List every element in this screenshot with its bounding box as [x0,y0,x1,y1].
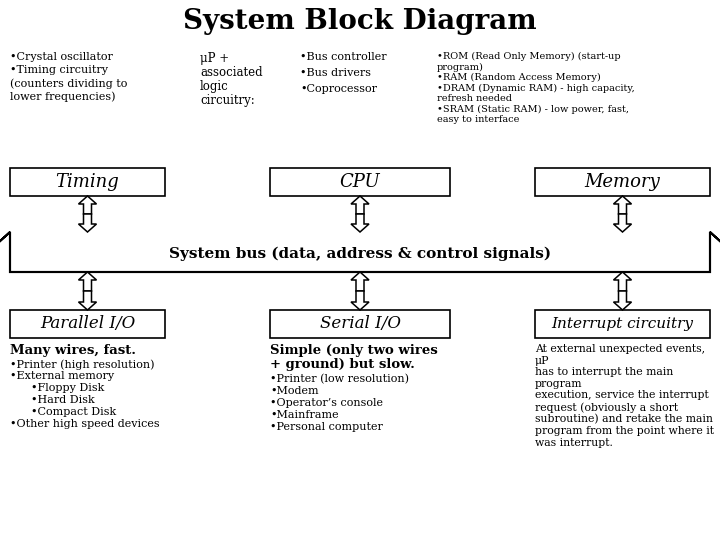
Bar [270,168,450,196]
Text: •ROM (Read Only Memory) (start-up: •ROM (Read Only Memory) (start-up [437,52,621,61]
Text: Simple (only two wires: Simple (only two wires [270,344,438,357]
Polygon shape [351,196,369,214]
Text: •External memory: •External memory [10,371,114,381]
Text: •Bus controller: •Bus controller [300,52,387,62]
Polygon shape [613,291,631,310]
Text: Parallel I/O: Parallel I/O [40,315,135,333]
Text: •Mainframe: •Mainframe [270,410,338,420]
Text: associated: associated [200,66,263,79]
Text: •Timing circuitry: •Timing circuitry [10,65,108,75]
Polygon shape [613,272,631,291]
Text: (counters dividing to: (counters dividing to [10,78,127,89]
Text: Interrupt circuitry: Interrupt circuitry [552,317,693,331]
Polygon shape [78,291,96,310]
Text: System Block Diagram: System Block Diagram [183,8,537,35]
Text: At external unexpected events, μP
has to interrupt the main program
execution, s: At external unexpected events, μP has to… [535,344,714,448]
Text: •DRAM (Dynamic RAM) - high capacity,: •DRAM (Dynamic RAM) - high capacity, [437,84,635,93]
Text: System bus (data, address & control signals): System bus (data, address & control sign… [169,247,551,261]
Text: μP +: μP + [200,52,229,65]
Text: circuitry:: circuitry: [200,94,255,107]
Text: Serial I/O: Serial I/O [320,315,400,333]
Text: •Hard Disk: •Hard Disk [10,395,95,405]
Text: Timing: Timing [55,173,120,191]
Text: •Printer (low resolution): •Printer (low resolution) [270,374,409,384]
Polygon shape [0,232,720,272]
Bar [10,168,165,196]
Text: •Floppy Disk: •Floppy Disk [10,383,104,393]
Text: •RAM (Random Access Memory): •RAM (Random Access Memory) [437,73,600,82]
Polygon shape [351,291,369,310]
Text: CPU: CPU [340,173,380,191]
Text: lower frequencies): lower frequencies) [10,91,115,102]
Polygon shape [613,214,631,232]
Bar [270,310,450,338]
Text: •Coprocessor: •Coprocessor [300,84,377,94]
Text: •Modem: •Modem [270,386,319,396]
Polygon shape [78,214,96,232]
Text: program): program) [437,63,484,72]
Text: •Personal computer: •Personal computer [270,422,383,432]
Polygon shape [78,272,96,291]
Text: •Operator’s console: •Operator’s console [270,398,383,408]
Text: •Printer (high resolution): •Printer (high resolution) [10,359,155,369]
Text: Many wires, fast.: Many wires, fast. [10,344,136,357]
Polygon shape [351,214,369,232]
Text: + ground) but slow.: + ground) but slow. [270,358,415,371]
Text: Memory: Memory [585,173,660,191]
Bar [10,310,165,338]
Polygon shape [613,196,631,214]
Text: •Crystal oscillator: •Crystal oscillator [10,52,113,62]
Text: refresh needed: refresh needed [437,94,512,103]
Bar [535,168,710,196]
Text: •Compact Disk: •Compact Disk [10,407,116,417]
Text: logic: logic [200,80,229,93]
Polygon shape [351,272,369,291]
Text: •Bus drivers: •Bus drivers [300,68,371,78]
Text: •SRAM (Static RAM) - low power, fast,: •SRAM (Static RAM) - low power, fast, [437,105,629,113]
Text: easy to interface: easy to interface [437,115,519,124]
Bar [535,310,710,338]
Polygon shape [78,196,96,214]
Text: •Other high speed devices: •Other high speed devices [10,419,160,429]
